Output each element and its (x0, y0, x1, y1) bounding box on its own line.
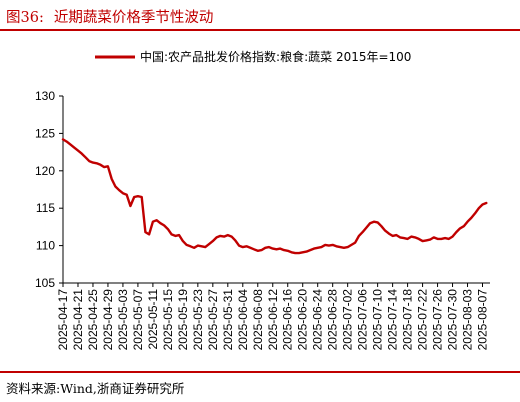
y-tick-label: 115 (36, 201, 55, 215)
y-tick-label: 105 (35, 276, 55, 290)
x-tick-label: 2025-04-29 (101, 289, 115, 351)
x-tick-label: 2025-05-07 (131, 289, 145, 351)
x-tick-label: 2025-06-24 (311, 289, 325, 351)
source-rule (0, 371, 520, 373)
title-rule (0, 29, 520, 31)
x-tick-label: 2025-08-07 (476, 289, 490, 351)
legend-label: 中国:农产品批发价格指数:粮食:蔬菜 2015年=100 (140, 49, 411, 64)
x-tick-label: 2025-05-11 (146, 289, 160, 350)
series-line (61, 138, 488, 255)
x-tick-label: 2025-05-19 (176, 289, 190, 351)
x-tick-label: 2025-05-27 (206, 289, 220, 351)
chart: 中国:农产品批发价格指数:粮食:蔬菜 2015年=100 105 110 115 12… (35, 49, 490, 350)
x-tick-label: 2025-05-15 (161, 289, 175, 351)
x-tick-label: 2025-07-22 (416, 289, 430, 351)
legend: 中国:农产品批发价格指数:粮食:蔬菜 2015年=100 (95, 49, 411, 64)
figure-title: 图36: 近期蔬菜价格季节性波动 (6, 6, 213, 27)
x-tick-label: 2025-04-25 (86, 289, 100, 351)
x-tick-label: 2025-07-10 (371, 289, 385, 351)
x-axis-ticks: 2025-04-17 2025-04-21 2025-04-25 2025-04-29… (56, 283, 490, 350)
x-tick-label: 2025-07-14 (386, 289, 400, 351)
y-tick-label: 110 (36, 239, 55, 253)
x-tick-label: 2025-06-04 (236, 289, 250, 351)
x-tick-label: 2025-07-30 (446, 289, 460, 351)
x-tick-label: 2025-06-28 (326, 289, 340, 351)
figure-title-text: 近期蔬菜价格季节性波动 (53, 10, 214, 26)
x-tick-label: 2025-05-31 (221, 289, 235, 351)
x-tick-label: 2025-06-20 (296, 289, 310, 351)
x-tick-label: 2025-05-23 (191, 289, 205, 351)
y-tick-label: 120 (35, 164, 55, 178)
x-tick-label: 2025-06-16 (281, 289, 295, 351)
x-tick-label: 2025-07-18 (401, 289, 415, 351)
x-tick-label: 2025-08-03 (461, 289, 475, 351)
axes (62, 96, 490, 284)
y-tick-label: 125 (35, 126, 55, 140)
y-axis-ticks: 105 110 115 120 125 130 (35, 89, 63, 290)
x-tick-label: 2025-07-02 (341, 289, 355, 351)
y-tick-label: 130 (35, 89, 55, 103)
source-note: 资料来源:Wind,浙商证券研究所 (6, 381, 185, 396)
x-tick-label: 2025-04-21 (71, 289, 85, 351)
x-tick-label: 2025-06-08 (251, 289, 265, 351)
x-tick-label: 2025-07-06 (356, 289, 370, 351)
x-tick-label: 2025-04-17 (56, 289, 70, 351)
figure-label: 图36: (6, 10, 44, 26)
x-tick-label: 2025-07-26 (431, 289, 445, 351)
x-tick-label: 2025-05-03 (116, 289, 130, 351)
x-tick-label: 2025-06-12 (266, 289, 280, 351)
